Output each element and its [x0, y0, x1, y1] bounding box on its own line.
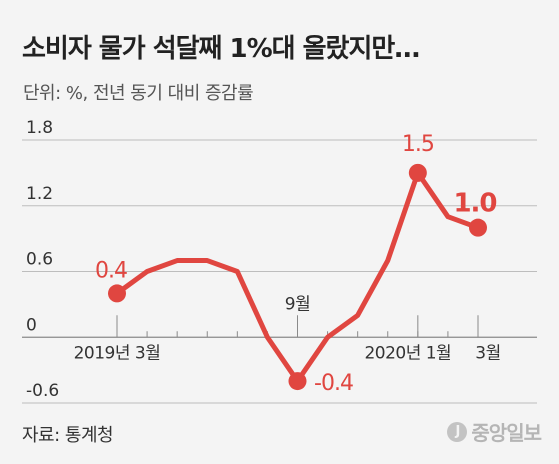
data-point — [469, 218, 487, 237]
logo-icon: J — [447, 421, 468, 442]
label-layer: 0.4 -0.4 1.5 1.0 — [95, 132, 498, 396]
x-tick-label: 2019년 3월 — [74, 343, 161, 363]
series-layer — [108, 163, 487, 391]
y-tick-label: 1.2 — [26, 184, 53, 204]
data-label: -0.4 — [314, 371, 353, 396]
chart-title: 소비자 물가 석달째 1%대 올랐지만… — [22, 34, 420, 64]
data-point — [108, 284, 126, 303]
source-note: 자료: 통계청 — [22, 425, 114, 446]
grid-layer — [22, 139, 537, 404]
y-tick-label: 0.6 — [26, 250, 53, 270]
tick-layer: 1.8 1.2 0.6 0 -0.6 2019년 3월 9월 2020년 1월 3월 — [26, 118, 501, 401]
x-tick-label: 9월 — [285, 294, 310, 314]
data-label: 1.0 — [453, 189, 496, 219]
data-label: 1.5 — [402, 132, 434, 157]
unit-label: 단위: %, 전년 동기 대비 증감률 — [23, 83, 254, 104]
y-tick-label: 1.8 — [26, 118, 53, 138]
x-tick-label: 3월 — [475, 343, 500, 363]
x-tick-label: 2020년 1월 — [364, 343, 451, 363]
logo-text: 중앙일보 — [471, 421, 542, 445]
data-point — [408, 163, 427, 182]
publisher-logo: J 중앙일보 — [447, 417, 542, 446]
data-point — [288, 372, 307, 391]
y-tick-label: -0.6 — [26, 381, 59, 401]
y-tick-label: 0 — [26, 315, 37, 335]
data-label: 0.4 — [95, 258, 127, 283]
